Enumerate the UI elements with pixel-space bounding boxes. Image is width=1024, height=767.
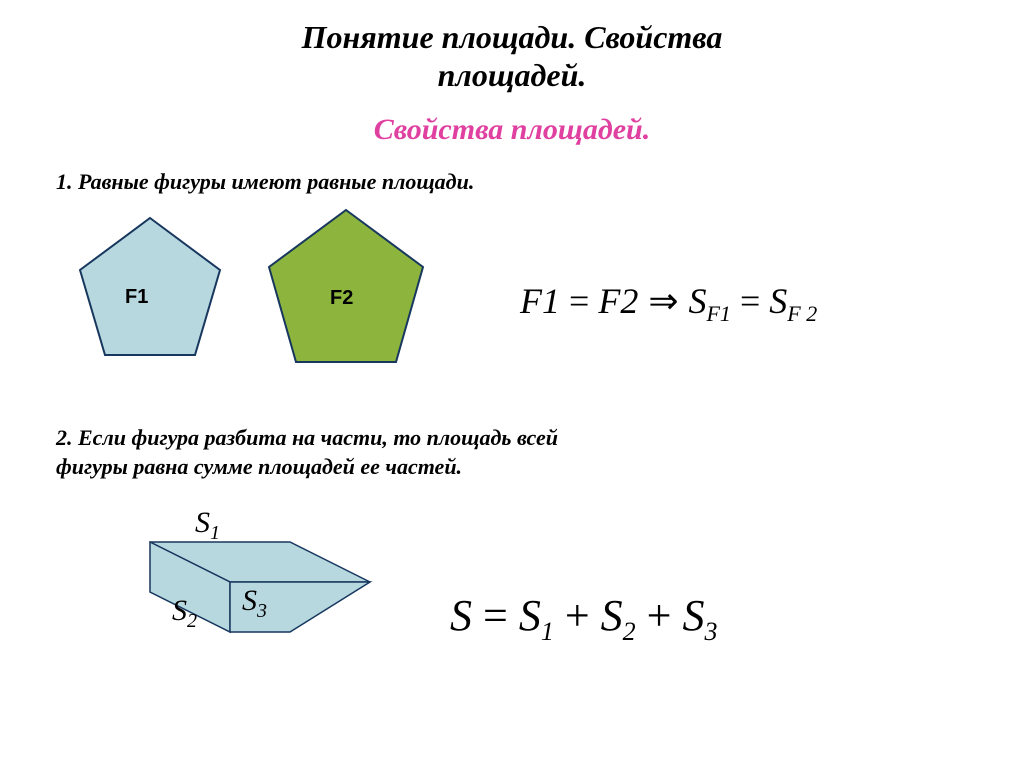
f1-sf1: F1 [706,301,730,326]
f2-sub2: 2 [623,617,636,646]
s1-letter: S [195,506,210,539]
formula-1: F1 = F2 ⇒ SF1 = SF 2 [520,280,817,327]
f1-sf2: F 2 [787,301,817,326]
subtitle: Свойства площадей. [0,113,1024,147]
f1-S2: S [769,281,787,321]
f1-F2: F [598,281,620,321]
pentagon-1-shape [70,210,230,370]
property-2-line-2: фигуры равна сумме площадей ее частей. [56,454,462,479]
f2-sub3: 3 [704,617,717,646]
f2-S1: S [519,591,541,640]
prism-label-s2: S2 [172,594,197,633]
prism-diagram: S1 S2 S3 [100,512,380,667]
title-line-1: Понятие площади. Свойства [302,19,723,55]
pentagon-1: F1 [70,210,230,375]
pentagon-2: F2 [258,202,434,383]
f2-S3: S [682,591,704,640]
pentagon-1-label: F1 [125,286,148,309]
title-line-2: площадей. [438,57,587,93]
f1-eq2: = [731,281,769,321]
property-2-line-1: 2. Если фигура разбита на части, то площ… [56,425,558,450]
f1-1: 1 [542,281,560,321]
property-2-text: 2. Если фигура разбита на части, то площ… [56,423,1024,482]
pentagon-2-label: F2 [330,287,353,310]
s2-letter: S [172,594,187,627]
f2-plus2: + [636,591,683,640]
prism-label-s3: S3 [242,584,267,623]
arrow-icon: ⇒ [638,280,688,321]
s2-sub: 2 [187,610,197,632]
f2-S: S [450,591,472,640]
f2-S2: S [601,591,623,640]
f2-sub1: 1 [541,617,554,646]
s3-letter: S [242,584,257,617]
prism-shape [100,512,380,662]
pentagons-row: F1 F2 [0,205,1024,405]
s3-sub: 3 [257,600,267,622]
property-1-text: 1. Равные фигуры имеют равные площади. [56,169,1024,195]
page-title: Понятие площади. Свойства площадей. [0,0,1024,95]
f2-eq: = [472,591,519,640]
formula-2: S = S1 + S2 + S3 [450,590,717,647]
f1-2: 2 [620,281,638,321]
s1-sub: 1 [210,522,220,544]
f1-F: F [520,281,542,321]
f1-S1: S [688,281,706,321]
f1-eq: = [560,281,598,321]
prism-label-s1: S1 [195,506,220,545]
f2-plus1: + [554,591,601,640]
